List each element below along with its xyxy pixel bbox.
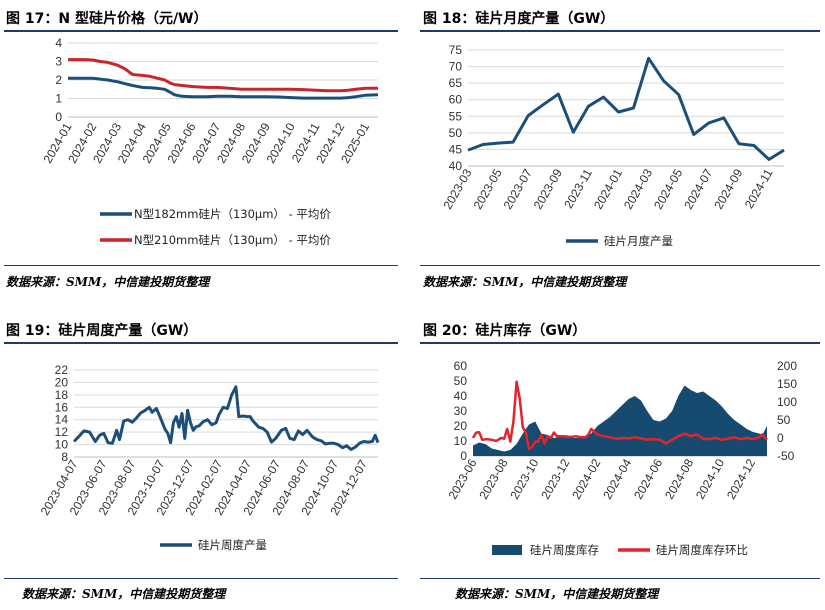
c3-y-tick-label: 50 bbox=[454, 374, 468, 388]
c3-x-tick-label: 2024-06 bbox=[631, 456, 665, 501]
c3-legend-label: 硅片周度库存 bbox=[530, 543, 599, 557]
c1-y-tick-label: 65 bbox=[449, 76, 463, 90]
chart-20-title: 图 20：硅片库存（GW） bbox=[423, 323, 587, 339]
c2-y-tick-label: 12 bbox=[55, 425, 69, 439]
c3-legend-swatch bbox=[492, 545, 522, 555]
c3-y-tick-label: 30 bbox=[454, 404, 468, 418]
chart-20-bottom-rule bbox=[420, 578, 820, 579]
chart-17-top-rule bbox=[4, 30, 398, 32]
c3-y-tick-label: 10 bbox=[454, 434, 468, 448]
c3-series-line-1 bbox=[471, 380, 768, 451]
c1-y-tick-label: 75 bbox=[449, 43, 463, 57]
c0-series-line-0 bbox=[68, 76, 379, 100]
c2-legend-label: 硅片周度产量 bbox=[198, 538, 267, 552]
c3-x-tick-label: 2024-12 bbox=[724, 456, 758, 501]
c3-x-tick-label: 2024-08 bbox=[662, 456, 696, 501]
c0-y-tick-label: 4 bbox=[55, 36, 62, 50]
c1-y-tick-label: 70 bbox=[449, 60, 463, 74]
c1-legend-label: 硅片月度产量 bbox=[604, 234, 673, 248]
chart-17-bottom-rule bbox=[4, 265, 398, 266]
chart-20-top-rule bbox=[420, 342, 820, 344]
c2-y-tick-label: 10 bbox=[55, 438, 69, 452]
c3-y-tick-label: 0 bbox=[460, 449, 467, 463]
c0-legend-label: N型210mm硅片（130μm） - 平均价 bbox=[134, 233, 331, 247]
chart-18-bottom-rule bbox=[420, 265, 820, 266]
c2-y-tick-label: 20 bbox=[55, 375, 69, 389]
c3-x-tick-label: 2024-10 bbox=[693, 456, 727, 501]
c2-series-line-0 bbox=[72, 385, 380, 451]
c3-y-tick-label: 60 bbox=[454, 359, 468, 373]
c0-legend-label: N型182mm硅片（130μm） - 平均价 bbox=[134, 207, 331, 221]
c3-y-tick-label: 40 bbox=[454, 389, 468, 403]
c0-y-tick-label: 1 bbox=[55, 92, 62, 106]
c1-y-tick-label: 45 bbox=[449, 142, 463, 156]
chart-17-title: 图 17：N 型硅片价格（元/W） bbox=[6, 11, 208, 27]
chart-19-bottom-rule bbox=[4, 578, 398, 579]
c3-x-tick-label: 2023-12 bbox=[538, 456, 572, 501]
chart-18-source: 数据来源：SMM，中信建投期货整理 bbox=[423, 275, 627, 289]
c3-x-tick-label: 2023-10 bbox=[507, 456, 541, 501]
c1-y-tick-label: 50 bbox=[449, 126, 463, 140]
c2-y-tick-label: 8 bbox=[61, 450, 68, 464]
chart-17-source: 数据来源：SMM，中信建投期货整理 bbox=[6, 275, 210, 289]
chart-19-title: 图 19：硅片周度产量（GW） bbox=[6, 323, 198, 339]
c3-y-right-tick-label: -50 bbox=[777, 449, 795, 463]
c2-y-tick-label: 14 bbox=[55, 413, 69, 427]
chart-19-source: 数据来源：SMM，中信建投期货整理 bbox=[22, 587, 226, 601]
c3-x-tick-label: 2023-08 bbox=[476, 456, 510, 501]
c3-y-right-tick-label: 50 bbox=[777, 413, 791, 427]
c2-y-tick-label: 18 bbox=[55, 388, 69, 402]
c0-y-tick-label: 2 bbox=[55, 73, 62, 87]
c3-y-right-tick-label: 0 bbox=[777, 431, 784, 445]
c3-x-tick-label: 2024-04 bbox=[600, 456, 634, 501]
c3-legend-label: 硅片周度库存环比 bbox=[656, 543, 748, 557]
c0-y-tick-label: 3 bbox=[55, 55, 62, 69]
chart-18-title: 图 18：硅片月度产量（GW） bbox=[423, 11, 615, 27]
c3-series-area-0 bbox=[473, 385, 767, 456]
c3-y-right-tick-label: 100 bbox=[777, 395, 797, 409]
c0-series-line-1 bbox=[68, 58, 378, 93]
chart-18-top-rule bbox=[420, 30, 820, 32]
chart-19-top-rule bbox=[4, 342, 398, 344]
c1-y-tick-label: 55 bbox=[449, 109, 463, 123]
c2-y-tick-label: 16 bbox=[55, 400, 69, 414]
c3-x-tick-label: 2024-02 bbox=[569, 456, 603, 501]
c3-y-tick-label: 20 bbox=[454, 419, 468, 433]
c0-y-tick-label: 0 bbox=[55, 110, 62, 124]
c1-y-tick-label: 60 bbox=[449, 93, 463, 107]
c3-y-right-tick-label: 150 bbox=[777, 377, 797, 391]
c2-y-tick-label: 22 bbox=[55, 363, 69, 377]
c1-series-line-0 bbox=[467, 56, 785, 161]
c3-x-tick-label: 2023-06 bbox=[445, 456, 479, 501]
c1-y-tick-label: 40 bbox=[449, 159, 463, 173]
chart-20-source: 数据来源：SMM，中信建投期货整理 bbox=[455, 587, 659, 601]
c3-y-right-tick-label: 200 bbox=[777, 359, 797, 373]
